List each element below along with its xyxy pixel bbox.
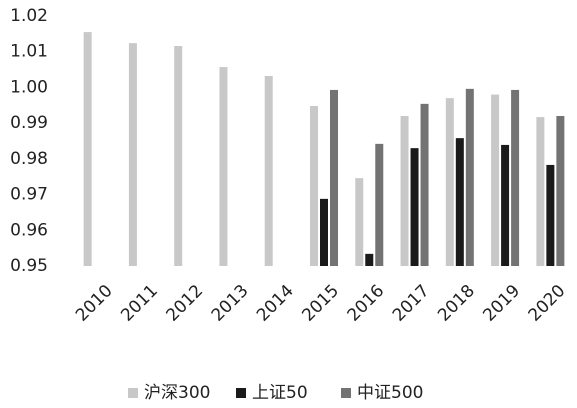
bar (355, 178, 364, 266)
x-tick-label: 2010 (72, 281, 117, 326)
y-tick-label: 1.02 (10, 6, 48, 26)
x-tick-label: 2017 (389, 281, 434, 326)
legend-label: 中证500 (357, 383, 423, 403)
bar (330, 89, 338, 266)
legend-swatch (236, 388, 246, 398)
legend-swatch (341, 388, 351, 398)
y-tick-label: 0.99 (10, 113, 48, 133)
y-tick-label: 1.01 (10, 42, 48, 62)
bar (375, 143, 384, 266)
bar (174, 46, 183, 266)
x-tick-label: 2015 (298, 281, 343, 326)
y-tick-label: 0.97 (10, 185, 48, 205)
x-tick-label: 2014 (253, 281, 298, 326)
bar (310, 106, 318, 266)
bar (128, 43, 137, 267)
bar (556, 116, 565, 266)
bar (536, 117, 545, 266)
x-tick-label: 2013 (208, 281, 253, 326)
bar (410, 148, 419, 266)
bar (420, 103, 429, 266)
bar (455, 138, 464, 266)
bar (511, 89, 520, 266)
x-tick-label: 2018 (434, 281, 479, 326)
bar (219, 67, 228, 266)
x-tick-label: 2019 (479, 281, 524, 326)
bar (264, 76, 273, 266)
y-tick-label: 0.98 (10, 149, 48, 169)
bar (546, 164, 555, 266)
bar (400, 116, 409, 266)
bar (365, 253, 374, 266)
legend-label: 上证50 (252, 383, 308, 403)
bar (501, 144, 510, 266)
x-tick-label: 2011 (117, 281, 162, 326)
bar (320, 198, 328, 266)
legend-swatch (128, 388, 138, 398)
y-tick-label: 1.00 (10, 77, 48, 97)
bar (83, 32, 92, 267)
y-tick-label: 0.96 (10, 220, 48, 240)
y-tick-label: 0.95 (10, 256, 48, 276)
bar (445, 98, 454, 267)
bar (491, 94, 500, 266)
bar (465, 88, 474, 266)
x-tick-label: 2020 (525, 281, 570, 326)
x-tick-label: 2016 (344, 281, 389, 326)
x-tick-label: 2012 (163, 281, 208, 326)
legend-label: 沪深300 (144, 383, 210, 403)
